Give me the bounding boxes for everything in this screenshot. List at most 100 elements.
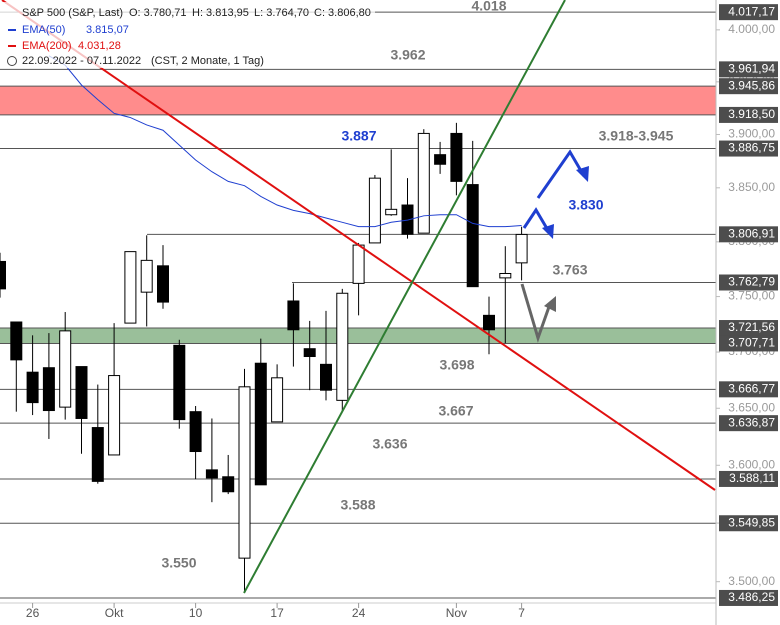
arrow [520,283,552,343]
level-box [719,470,778,487]
level-box [719,515,778,532]
trendline-down [1,0,716,491]
header: S&P 500 (S&P, Last) O: 3.780,71 H: 3.813… [0,2,375,68]
level-label: 3.666,77 [728,381,775,395]
candle-body [173,344,186,421]
level-box [719,226,778,243]
close: C: 3.806,80 [314,7,371,19]
candle-body [222,476,235,493]
candle-body [189,411,202,453]
candle-body [303,348,316,358]
annotation: 3.698 [439,357,474,373]
y-tick-label: 3.500,00 [728,574,775,588]
x-tick-label: 24 [352,606,366,620]
candle-body [368,177,381,244]
candle-body [91,427,104,482]
annotation: 4.018 [471,0,506,14]
candle-body [466,184,479,288]
candle-body [42,367,55,412]
level-box [719,320,778,337]
annotation: 3.962 [390,47,425,63]
level-box [719,415,778,432]
y-tick-label: 3.750,00 [728,289,775,303]
annotation: 3.830 [568,197,603,213]
level-box [719,335,778,352]
low: L: 3.764,70 [254,7,309,19]
candle-body [483,314,495,331]
level-box [719,61,778,78]
candle-body [157,265,169,303]
level-box [719,589,778,606]
level-box [719,106,778,123]
arrow [522,207,551,233]
arrow-head [544,296,556,312]
candle-body [450,132,463,182]
y-tick-label: 4.000,00 [728,22,775,36]
instrument: S&P 500 (S&P, Last) [22,7,123,19]
candle-body [124,251,137,324]
level-label: 3.886,75 [728,141,775,155]
candle-body [336,292,349,401]
annotation: 3.636 [372,436,407,452]
open: O: 3.780,71 [129,7,187,19]
high: H: 3.813,95 [192,7,249,19]
candle-body [385,208,398,216]
candle-body [254,362,267,486]
settings: (CST, 2 Monate, 1 Tag) [151,55,264,67]
date-range: 22.09.2022 - 07.11.2022 [22,55,141,67]
ema-line [48,55,522,228]
candle-body [320,363,332,391]
candle-body [75,366,88,419]
candle-body [10,321,23,361]
candle-body [352,244,365,284]
candle-body [287,300,300,331]
candle-body [26,371,39,404]
level-label: 3.707,71 [728,336,775,350]
arrow-head [576,166,589,182]
level-label: 3.918,50 [728,107,775,121]
level-label: 3.806,91 [728,226,775,240]
annotation: 3.588 [340,497,375,513]
candle-body [238,386,251,559]
level-label: 3.486,25 [728,590,775,604]
candle-body [0,260,6,290]
legend-ema50: EMA(50) [22,24,65,36]
x-tick-label: 26 [26,606,40,620]
candle-body [140,259,153,293]
x-tick-label: Okt [105,606,124,620]
candle-body [205,469,218,479]
annotation: 3.918-3.945 [599,128,674,144]
y-tick-label: 3.600,00 [728,457,775,471]
legend-ema200-value: 4.031,28 [78,40,121,52]
candle-body [108,375,121,456]
level-box [719,4,778,21]
x-tick-label: 10 [189,606,203,620]
candle-body [515,233,528,264]
header-bg [0,2,375,68]
level-label: 3.961,94 [728,62,775,76]
clock-icon [7,56,17,66]
level-label: 3.945,86 [728,78,775,92]
level-label: 3.549,85 [728,515,775,529]
zone [0,328,716,344]
level-box [719,274,778,291]
arrow [536,149,586,199]
candle-body [271,377,284,423]
level-label: 3.762,79 [728,275,775,289]
trendline-up [243,0,566,594]
candle-body [59,330,72,408]
x-tick-label: 7 [518,606,525,620]
legend-ema50-value: 3.815,07 [86,24,129,36]
y-tick-label: 3.650,00 [728,400,775,414]
annotation: 3.550 [161,555,196,571]
annotation: 3.763 [552,262,587,278]
level-box [719,140,778,157]
y-tick-label: 3.900,00 [728,127,775,141]
annotation: 3.667 [438,403,473,419]
x-tick-label: Nov [446,606,467,620]
x-tick-label: 17 [270,606,284,620]
annotation: 3.887 [341,128,376,144]
level-box [719,381,778,398]
zone [0,86,716,115]
